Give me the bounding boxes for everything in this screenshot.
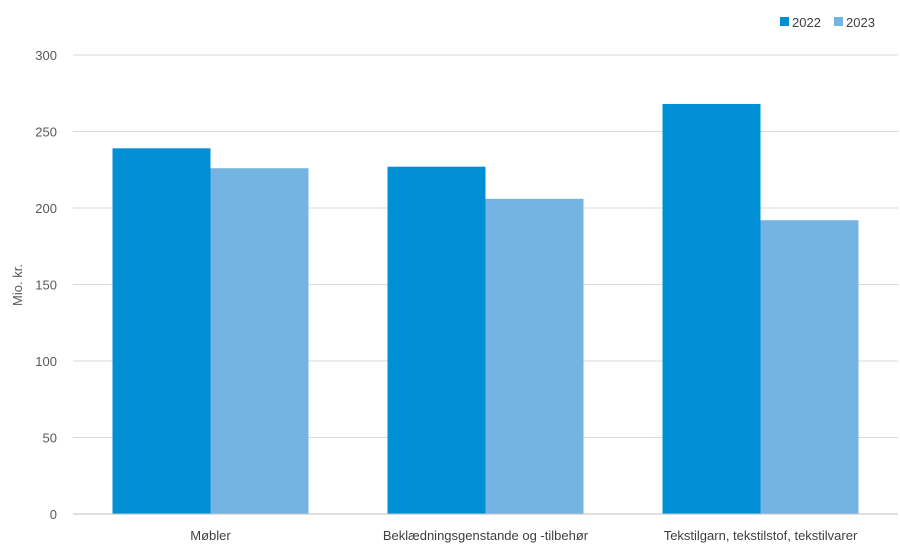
- bar-2022-2: [662, 103, 761, 515]
- bar-2023-2: [760, 220, 859, 515]
- category-labels: Møbler Beklædningsgenstande og -tilbehør T…: [190, 528, 858, 543]
- bars: [112, 103, 859, 515]
- bar-2023-0: [210, 168, 309, 514]
- category-label: Møbler: [190, 528, 231, 543]
- category-label: Tekstilgarn, tekstilstof, tekstilvarer: [664, 528, 858, 543]
- bar-2022-0: [112, 148, 211, 514]
- y-tick-label: 0: [50, 507, 57, 522]
- category-label: Beklædningsgenstande og -tilbehør: [383, 528, 589, 543]
- y-tick-label: 250: [35, 125, 57, 140]
- y-axis-ticks: 0 50 100 150 200 250 300: [35, 48, 57, 522]
- bar-2022-1: [387, 166, 486, 514]
- legend-label: 2023: [846, 15, 875, 30]
- legend-label: 2022: [792, 15, 821, 30]
- legend: 2022 2023: [780, 15, 875, 30]
- y-tick-label: 300: [35, 48, 57, 63]
- y-tick-label: 100: [35, 354, 57, 369]
- y-axis-label: Mio. kr.: [10, 264, 25, 306]
- bar-2023-1: [485, 198, 584, 514]
- legend-swatch-2022: [780, 17, 789, 26]
- y-tick-label: 200: [35, 201, 57, 216]
- legend-swatch-2023: [834, 17, 843, 26]
- y-tick-label: 150: [35, 278, 57, 293]
- y-tick-label: 50: [43, 431, 57, 446]
